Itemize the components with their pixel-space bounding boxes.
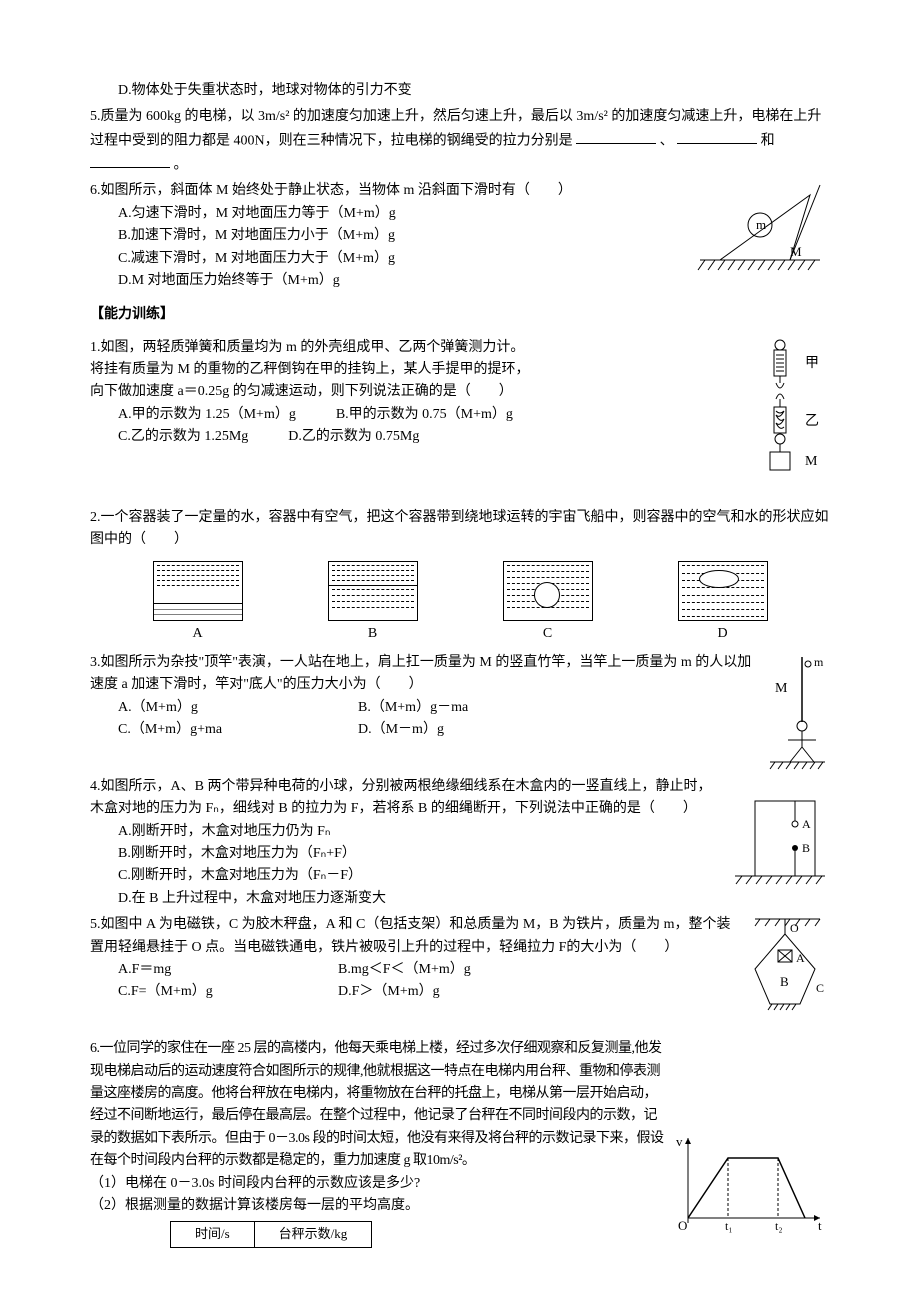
incline-diagram: m M — [690, 180, 830, 280]
p3-options-row1: A.（M+m）g B.（M+m）g－ma — [90, 697, 754, 719]
p1-option-b: B.甲的示数为 0.75（M+m）g — [336, 404, 513, 426]
practice-3: m M 3.如图所示为杂技"顶竿"表演，一人站在地上，肩上扛一质量为 M 的竖直… — [90, 652, 830, 772]
question-5: 5.质量为 600kg 的电梯，以 3m/s² 的加速度匀加速上升，然后匀速上升… — [90, 106, 830, 176]
label-big-m: M — [790, 244, 802, 259]
p5-label-a: A — [796, 951, 805, 965]
charge-box-diagram: A B — [730, 796, 830, 896]
section-title: 【能力训练】 — [90, 304, 830, 326]
sep-1: 、 — [660, 133, 674, 148]
practice-1: 甲 乙 M 1.如图，两轻质弹簧和质量均为 m 的外壳组成甲、乙两个弹簧测力计。… — [90, 337, 830, 497]
container-d — [678, 561, 768, 621]
p1-line3: 向下做加速度 a＝0.25g 的匀减速运动，则下列说法正确的是（ ） — [90, 381, 830, 403]
blank-2 — [677, 129, 757, 144]
table-header-time: 时间/s — [171, 1222, 255, 1248]
p4-figure: A B — [730, 796, 830, 896]
p3-option-a: A.（M+m）g — [118, 697, 318, 719]
axis-origin: O — [678, 1218, 687, 1233]
p1-line1: 1.如图，两轻质弹簧和质量均为 m 的外壳组成甲、乙两个弹簧测力计。 — [90, 337, 830, 359]
p2-labels: A B C D — [90, 623, 830, 645]
p4-label-a: A — [802, 817, 811, 831]
p3-figure: m M — [760, 652, 830, 772]
p4-text: 4.如图所示，A、B 两个带异种电荷的小球，分别被两根绝缘细线系在木盒内的一竖直… — [90, 776, 830, 821]
axis-t1: t₁ — [725, 1219, 733, 1233]
label-yi: 乙 — [805, 413, 819, 429]
p4-option-b: B.刚断开时，木盒对地压力为（Fₙ+F） — [90, 843, 830, 865]
p4-label-b: B — [802, 841, 810, 855]
p2-text: 2.一个容器装了一定量的水，容器中有空气，把这个容器带到绕地球运转的宇宙飞船中，… — [90, 507, 830, 552]
question-6: m M 6.如图所示，斜面体 M 始终处于静止状态，当物体 m 沿斜面下滑时有（… — [90, 180, 830, 292]
p5-label-c: C — [816, 981, 824, 995]
p5-text: 5.如图中 A 为电磁铁，C 为胶木秤盘，A 和 C（包括支架）和总质量为 M，… — [90, 914, 830, 959]
p6-table: 时间/s 台秤示数/kg — [170, 1221, 372, 1248]
p2-label-b: B — [328, 623, 418, 645]
p2-label-d: D — [678, 623, 768, 645]
p1-option-d: D.乙的示数为 0.75Mg — [288, 426, 419, 448]
container-b — [328, 561, 418, 621]
p2-label-c: C — [503, 623, 593, 645]
p1-options-row2: C.乙的示数为 1.25Mg D.乙的示数为 0.75Mg — [90, 426, 744, 448]
p3-label-m: m — [814, 655, 824, 669]
label-jia: 甲 — [805, 356, 819, 371]
p6-figure: v O t₁ t₂ t — [670, 1128, 830, 1238]
practice-4: A B 4.如图所示，A、B 两个带异种电荷的小球，分别被两根绝缘细线系在木盒内… — [90, 776, 830, 910]
p5-option-d: D.F＞（M+m）g — [338, 981, 440, 1003]
electromagnet-diagram: O A B C — [740, 914, 830, 1034]
axis-t2: t₂ — [775, 1219, 783, 1233]
blank-3 — [90, 153, 170, 168]
practice-2: 2.一个容器装了一定量的水，容器中有空气，把这个容器带到绕地球运转的宇宙飞船中，… — [90, 507, 830, 646]
velocity-graph: v O t₁ t₂ t — [670, 1128, 830, 1238]
p5-option-c: C.F=（M+m）g — [118, 981, 298, 1003]
p5-figure: O A B C — [740, 914, 830, 1034]
q6-figure: m M — [690, 180, 830, 280]
sep-2: 和 — [761, 133, 775, 148]
spring-scale-diagram: 甲 乙 M — [750, 337, 830, 497]
label-m: m — [756, 217, 766, 232]
option-text: D.物体处于失重状态时，地球对物体的引力不变 — [118, 83, 412, 98]
p2-label-a: A — [153, 623, 243, 645]
axis-v: v — [676, 1134, 683, 1149]
container-a — [153, 561, 243, 621]
table-header-reading: 台秤示数/kg — [254, 1222, 372, 1248]
p4-option-c: C.刚断开时，木盒对地压力为（Fₙ－F） — [90, 865, 830, 887]
p2-figures — [90, 561, 830, 621]
p5-option-a: A.F＝mg — [118, 959, 298, 981]
p1-figure: 甲 乙 M — [750, 337, 830, 497]
p4-option-a: A.刚断开时，木盒对地压力仍为 Fₙ — [90, 821, 830, 843]
axis-t: t — [818, 1218, 822, 1233]
blank-1 — [576, 129, 656, 144]
p1-option-a: A.甲的示数为 1.25（M+m）g — [118, 404, 296, 426]
p5-label-o: O — [790, 921, 799, 935]
p3-option-b: B.（M+m）g－ma — [358, 697, 468, 719]
label-m-weight: M — [805, 454, 818, 469]
p5-option-b: B.mg＜F＜（M+m）g — [338, 959, 471, 981]
table-row: 时间/s 台秤示数/kg — [171, 1222, 372, 1248]
p3-option-d: D.（M－m）g — [358, 719, 444, 741]
prev-option-d: D.物体处于失重状态时，地球对物体的引力不变 — [90, 80, 830, 102]
practice-5: O A B C 5.如图中 A 为电磁铁，C 为胶木秤盘，A 和 C（包括支架）… — [90, 914, 830, 1034]
p5-label-b: B — [780, 974, 789, 989]
p1-option-c: C.乙的示数为 1.25Mg — [118, 426, 248, 448]
p4-option-d: D.在 B 上升过程中，木盒对地压力逐渐变大 — [90, 888, 830, 910]
container-c — [503, 561, 593, 621]
p5-options-row2: C.F=（M+m）g D.F＞（M+m）g — [90, 981, 734, 1003]
p3-text: 3.如图所示为杂技"顶竿"表演，一人站在地上，肩上扛一质量为 M 的竖直竹竿，当… — [90, 652, 830, 697]
p1-line2: 将挂有质量为 M 的重物的乙秤倒钩在甲的挂钩上，某人手提甲的提环， — [90, 359, 830, 381]
p3-options-row2: C.（M+m）g+ma D.（M－m）g — [90, 719, 754, 741]
p5-options-row1: A.F＝mg B.mg＜F＜（M+m）g — [90, 959, 734, 981]
p3-label-big-m: M — [775, 681, 788, 696]
p3-option-c: C.（M+m）g+ma — [118, 719, 318, 741]
end-punct: 。 — [174, 157, 188, 172]
pole-performer-diagram: m M — [760, 652, 830, 772]
p1-options-row1: A.甲的示数为 1.25（M+m）g B.甲的示数为 0.75（M+m）g — [90, 404, 744, 426]
practice-6: v O t₁ t₂ t 6.一位同学的家住在一座 25 层的高楼内，他每天乘电梯… — [90, 1038, 830, 1248]
